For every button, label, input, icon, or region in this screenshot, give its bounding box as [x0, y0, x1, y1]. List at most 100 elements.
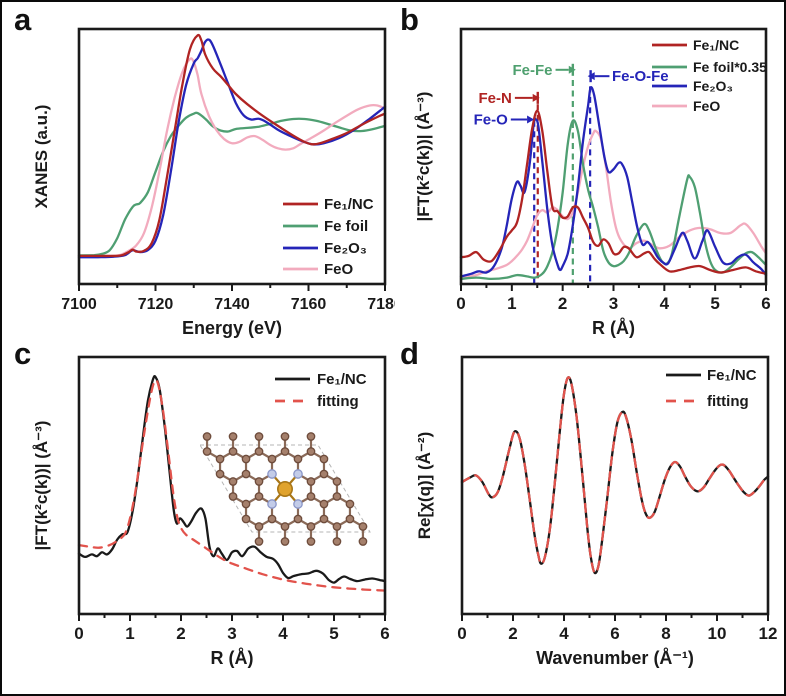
x-tick-label: 10: [708, 624, 727, 643]
x-tick-label: 7120: [138, 296, 174, 313]
x-tick-label: 2: [558, 294, 567, 313]
series-line-fe-foil: [77, 111, 387, 257]
x-tick-label: 7100: [61, 296, 97, 313]
nitrogen-atom: [293, 499, 303, 509]
x-tick-label: 0: [457, 624, 466, 643]
axis-x-label: Wavenumber (Å⁻¹): [536, 648, 694, 668]
x-tick-label: 7140: [214, 296, 250, 313]
x-tick-label: 6: [610, 624, 619, 643]
series-line-feo: [459, 129, 768, 279]
legend-label-fitting: fitting: [317, 393, 359, 410]
panel-letter-b: b: [400, 2, 419, 37]
axis-y-label: |FT(k²c(k))| (Å⁻³): [414, 92, 433, 222]
axis-y-label: XANES (a.u.): [32, 105, 51, 209]
carbon-atom: [306, 522, 316, 531]
series-line-fe-foil-0-35: [459, 119, 768, 281]
carbon-atom: [241, 469, 251, 479]
legend-label-feo: FeO: [693, 98, 720, 114]
series-line-fe-nc: [77, 374, 387, 584]
x-tick-label: 2: [176, 624, 185, 643]
carbon-atom: [202, 447, 212, 456]
carbon-atom: [228, 432, 238, 441]
carbon-atom: [241, 499, 251, 509]
x-tick-label: 1: [507, 294, 516, 313]
carbon-atom: [345, 499, 355, 509]
carbon-atom: [293, 514, 303, 524]
carbon-atom: [332, 522, 342, 531]
x-tick-label: 7180: [367, 296, 395, 313]
annotation-fe-fe: Fe-Fe: [512, 62, 552, 79]
carbon-atom: [202, 432, 212, 441]
legend-label-fe-foil: Fe foil: [324, 218, 368, 235]
panel-b-ftexafs-plot: 0 1 2 3 4 5 6 R (Å) |FT(k²c(k))| (Å⁻³) Fe-N Fe-O Fe…: [414, 27, 771, 338]
legend-label-fe-nc: Fe₁/NC: [693, 37, 739, 53]
carbon-atom: [293, 454, 303, 464]
x-tick-label: 5: [329, 624, 338, 643]
carbon-atom: [241, 514, 251, 524]
x-tick-label: 4: [278, 624, 288, 643]
axis-x-label: R (Å): [211, 648, 254, 668]
series-line-fitting: [77, 378, 387, 592]
carbon-atom: [306, 447, 316, 456]
carbon-atom: [332, 477, 342, 486]
axis-y-label: Re[χ(q)] (Å⁻²): [415, 432, 434, 540]
carbon-atom: [280, 522, 290, 531]
legend-label-fe-o: Fe₂O₃: [324, 240, 367, 257]
carbon-atom: [280, 537, 290, 546]
x-tick-label: 0: [74, 624, 83, 643]
x-tick-label: 6: [761, 294, 770, 313]
axis-x-label: Energy (eV): [182, 318, 282, 338]
x-tick-label: 4: [660, 294, 670, 313]
x-tick-label: 5: [710, 294, 719, 313]
carbon-atom: [267, 514, 277, 524]
panel-d-qspace-plot: 0 2 4 6 8 10 12 Wavenumber (Å⁻¹) Re[χ(q)] (Å⁻²) F…: [415, 355, 777, 668]
carbon-atom: [319, 454, 329, 464]
carbon-atom: [254, 522, 264, 531]
carbon-atom: [306, 537, 316, 546]
x-tick-label: 3: [227, 624, 236, 643]
legend-label-feo: FeO: [324, 261, 354, 278]
molecule-inset-FeN4-graphene-model: [199, 432, 371, 546]
carbon-atom: [319, 499, 329, 509]
carbon-atom: [254, 492, 264, 501]
annotation-fe-o: Fe-O: [474, 112, 509, 129]
legend-label-fe-foil-0-35: Fe foil*0.35: [693, 59, 767, 75]
series-line-feo: [77, 57, 387, 258]
nitrogen-atom: [267, 499, 277, 509]
x-tick-label: 4: [559, 624, 569, 643]
carbon-atom: [241, 454, 251, 464]
carbon-atom: [332, 537, 342, 546]
series-line-fe-nc: [459, 109, 768, 275]
panel-letter-c: c: [14, 336, 32, 371]
x-tick-label: 1: [125, 624, 134, 643]
carbon-atom: [215, 454, 225, 464]
carbon-atom: [332, 492, 342, 501]
carbon-atom: [306, 477, 316, 486]
carbon-atom: [254, 477, 264, 486]
annotation-arrowhead: [532, 93, 540, 102]
carbon-atom: [280, 447, 290, 456]
series-line-fe-o: [459, 86, 768, 278]
carbon-atom: [228, 477, 238, 486]
carbon-atom: [215, 469, 225, 479]
carbon-atom: [228, 492, 238, 501]
x-tick-label: 3: [609, 294, 618, 313]
legend-label-fe-nc: Fe₁/NC: [707, 367, 757, 384]
legend-label-fitting: fitting: [707, 393, 749, 410]
carbon-atom: [306, 432, 316, 441]
legend-label-fe-o: Fe₂O₃: [693, 78, 733, 94]
carbon-atom: [319, 469, 329, 479]
x-tick-label: 8: [661, 624, 670, 643]
carbon-atom: [358, 537, 368, 546]
x-tick-label: 7160: [291, 296, 327, 313]
carbon-atom: [280, 432, 290, 441]
panel-letter-a: a: [14, 2, 32, 37]
panel-letter-d: d: [400, 336, 419, 371]
carbon-atom: [254, 432, 264, 441]
nitrogen-atom: [267, 469, 277, 479]
axis-y-label: |FT(k²c(k))| (Å⁻³): [32, 421, 51, 551]
carbon-atom: [254, 537, 264, 546]
axis-x-label: R (Å): [592, 318, 635, 338]
carbon-atom: [358, 522, 368, 531]
